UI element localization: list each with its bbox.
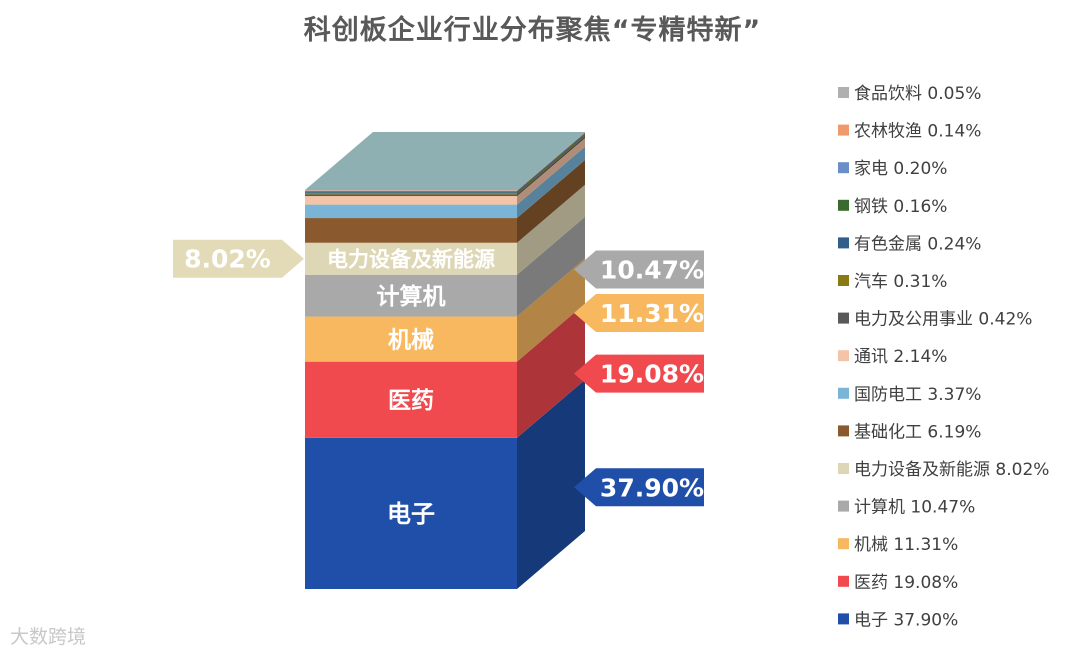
bar-side-seg-5bb67535 xyxy=(517,132,585,192)
callout-value-seg-673a68b0: 11.31% xyxy=(600,299,704,328)
bar-side-seg-901a8baf xyxy=(517,138,585,205)
callout-value-seg-75355b50: 37.90% xyxy=(600,473,704,502)
legend-entry-seg-901a8baf: 通讯 2.14% xyxy=(854,347,947,367)
legend-entry-seg-8ba17b97673a: 计算机 10.47% xyxy=(854,498,975,518)
callout-box-seg-533b836f xyxy=(574,354,704,393)
chart-title: 科创板企业行业分布聚焦“专精特新” xyxy=(303,15,762,46)
callout-value-seg-7535529b8bbe590753ca65b080fd6e90: 8.02% xyxy=(184,245,271,274)
bar-side-seg-57fa784053165de5 xyxy=(517,160,585,243)
callout-value-seg-8ba17b97673a: 10.47% xyxy=(600,256,704,285)
callout-box-seg-8ba17b97673a xyxy=(574,250,704,289)
bar-front-seg-75355b50 xyxy=(305,437,517,589)
bar-side-seg-98df54c1996e6599 xyxy=(517,132,585,191)
legend-swatch-seg-56fd963275355de5 xyxy=(838,387,849,399)
legend: 食品饮料 0.05% 农林牧渔 0.14% 家电 0.20% 钢铁 0.16% 有色金属… xyxy=(838,84,1049,630)
bar-label-seg-75355b50: 电子 xyxy=(387,500,435,528)
legend-entry-seg-6709827291d15c5e: 有色金属 0.24% xyxy=(854,234,981,254)
callouts: 37.90% 19.08% 11.31% 10.47% 8.02% xyxy=(173,239,704,507)
legend-swatch-seg-98df54c1996e6599 xyxy=(838,87,849,98)
bar-side-seg-7535529b53ca516c75284e8b4e1a xyxy=(517,136,585,197)
legend-swatch-seg-5bb67535 xyxy=(838,162,849,174)
legend-swatch-seg-901a8baf xyxy=(838,350,849,362)
legend-swatch-seg-7535529b53ca516c75284e8b4e1a xyxy=(838,312,849,324)
bar-labels: 电子 医药 机械 计算机 电力设备及新能源 xyxy=(327,247,495,528)
bar-label-seg-533b836f: 医药 xyxy=(388,388,434,414)
legend-swatch-seg-6709827291d15c5e xyxy=(838,237,849,249)
legend-entry-seg-94a294c1: 钢铁 0.16% xyxy=(854,197,947,217)
callout-value-seg-533b836f: 19.08% xyxy=(600,360,704,389)
legend-entry-seg-533b836f: 医药 19.08% xyxy=(854,573,958,593)
legend-swatch-seg-57fa784053165de5 xyxy=(838,425,849,437)
bar-side-seg-8ba17b97673a xyxy=(517,216,585,317)
callout-box-seg-7535529b8bbe590753ca65b080fd6e90 xyxy=(173,239,304,278)
legend-entry-seg-75355b50: 电子 37.90% xyxy=(854,610,958,630)
bar-front-seg-6709827291d15c5e xyxy=(305,192,517,194)
legend-entry-seg-7535529b53ca516c75284e8b4e1a: 电力及公用事业 0.42% xyxy=(854,310,1032,330)
bar-label-seg-673a68b0: 机械 xyxy=(388,327,434,353)
legend-swatch-seg-533b836f xyxy=(838,575,849,587)
bar-side-seg-673a68b0 xyxy=(517,258,585,362)
bar-front-seg-7535529b8bbe590753ca65b080fd6e90 xyxy=(305,242,517,275)
legend-entry-seg-7535529b8bbe590753ca65b080fd6e90: 电力设备及新能源 8.02% xyxy=(854,460,1049,480)
bar-label-seg-7535529b8bbe590753ca65b080fd6e90: 电力设备及新能源 xyxy=(327,247,495,271)
legend-swatch-seg-6c7d8f66 xyxy=(838,275,849,286)
legend-entry-seg-673a68b0: 机械 11.31% xyxy=(854,535,958,555)
legend-entry-seg-5bb67535: 家电 0.20% xyxy=(854,159,947,179)
bar-front-seg-8ba17b97673a xyxy=(305,274,517,317)
bar-front-seg-7535529b53ca516c75284e8b4e1a xyxy=(305,194,517,197)
bar-front-seg-533b836f xyxy=(305,361,517,438)
bar-front-seg-673a68b0 xyxy=(305,316,517,362)
legend-swatch-seg-519c679772676e14 xyxy=(838,124,849,136)
legend-entry-seg-57fa784053165de5: 基础化工 6.19% xyxy=(854,422,981,442)
legend-swatch-seg-7535529b8bbe590753ca65b080fd6e90 xyxy=(838,463,849,474)
bar-top-face xyxy=(305,132,585,190)
callout-box-seg-673a68b0 xyxy=(574,293,704,332)
bar-side-seg-6709827291d15c5e xyxy=(517,134,585,194)
bar-front-seg-94a294c1 xyxy=(305,191,517,193)
bar-front-seg-5bb67535 xyxy=(305,190,517,192)
bar-side-seg-7535529b8bbe590753ca65b080fd6e90 xyxy=(517,184,585,275)
callout-box-seg-75355b50 xyxy=(574,468,704,507)
bar-front-seg-57fa784053165de5 xyxy=(305,218,517,243)
legend-swatch-seg-673a68b0 xyxy=(838,538,849,550)
bar-front-seg-6c7d8f66 xyxy=(305,193,517,195)
bar-front-seg-901a8baf xyxy=(305,196,517,205)
bar-side-seg-75355b50 xyxy=(517,379,585,589)
bar-side-seg-533b836f xyxy=(517,303,585,438)
bar-front-seg-56fd963275355de5 xyxy=(305,204,517,219)
legend-entry-seg-56fd963275355de5: 国防电工 3.37% xyxy=(854,385,981,405)
bar-segments xyxy=(305,132,585,589)
bar-label-seg-8ba17b97673a: 计算机 xyxy=(377,283,446,310)
bar-side-seg-519c679772676e14 xyxy=(517,132,585,191)
legend-entry-seg-519c679772676e14: 农林牧渔 0.14% xyxy=(854,122,981,142)
legend-entry-seg-98df54c1996e6599: 食品饮料 0.05% xyxy=(854,84,981,104)
legend-swatch-seg-75355b50 xyxy=(838,613,849,625)
bar-front-seg-519c679772676e14 xyxy=(305,190,517,191)
legend-swatch-seg-8ba17b97673a xyxy=(838,500,849,512)
legend-swatch-seg-94a294c1 xyxy=(838,199,849,211)
bar-side-seg-56fd963275355de5 xyxy=(517,146,585,219)
legend-entry-seg-6c7d8f66: 汽车 0.31% xyxy=(854,272,947,292)
bar-side-seg-94a294c1 xyxy=(517,133,585,193)
bar-side-seg-6c7d8f66 xyxy=(517,135,585,195)
watermark: 大数跨境 xyxy=(10,626,87,648)
